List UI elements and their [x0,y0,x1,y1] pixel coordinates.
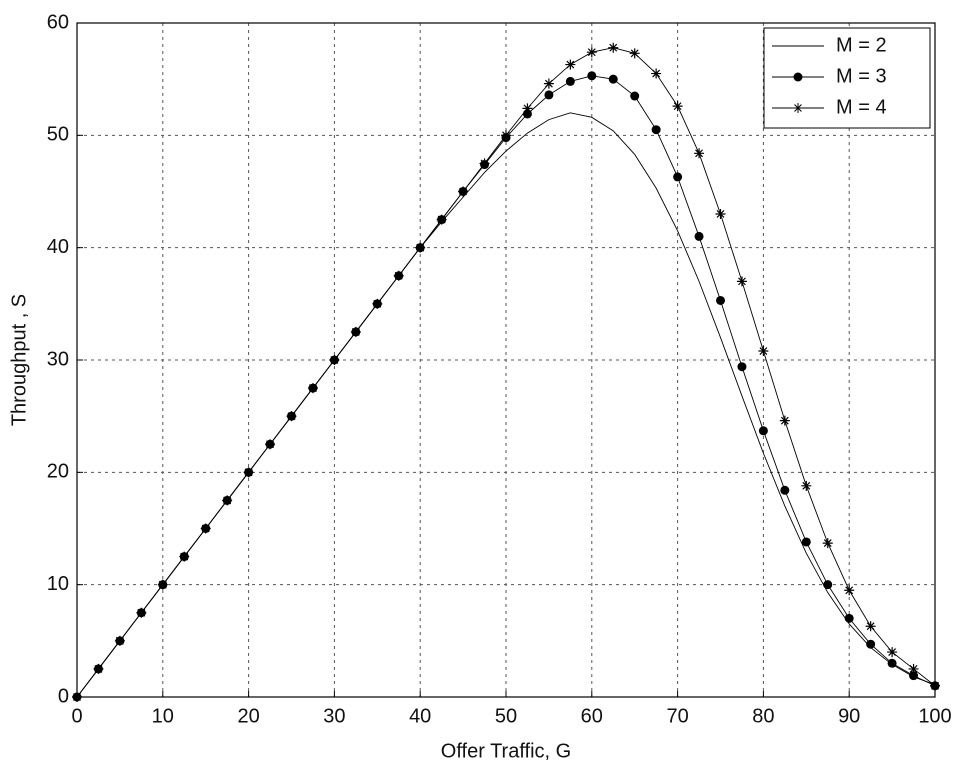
point [887,658,897,668]
x-tick-label: 90 [838,705,860,727]
point [265,439,276,450]
point [780,485,790,495]
point [522,103,533,114]
point [822,538,833,549]
point [479,158,490,169]
y-tick-label: 60 [47,11,69,33]
point [544,90,554,100]
point [758,346,769,357]
point [586,47,597,58]
point [157,579,168,590]
x-tick-label: 80 [752,705,774,727]
point [715,208,726,219]
y-axis-label: Throughput , S [8,294,30,426]
point [737,362,747,372]
x-tick-label: 10 [152,705,174,727]
point [801,480,812,491]
point [307,383,318,394]
x-tick-label: 20 [237,705,259,727]
point [823,580,833,590]
point [758,426,768,436]
y-tick-label: 40 [47,236,69,258]
point [673,172,683,182]
x-tick-label: 40 [409,705,431,727]
y-tick-label: 0 [58,685,69,707]
y-tick-label: 20 [47,461,69,483]
point [844,585,855,596]
legend-box [763,27,931,129]
point [629,48,640,59]
point [909,671,919,681]
series-line [76,75,936,698]
legend-label: M = 4 [836,96,887,118]
point [866,639,876,649]
x-tick-label: 0 [71,705,82,727]
point [543,78,554,89]
point [630,91,640,101]
point [865,621,876,632]
point [136,607,147,618]
point [608,74,618,84]
point [608,42,619,53]
point [565,59,576,70]
point [501,130,511,141]
y-tick-label: 10 [47,573,69,595]
legend-label: M = 2 [836,34,887,56]
point [887,647,898,658]
plot-frame [76,22,936,698]
x-tick-label: 100 [918,705,951,727]
point [72,692,82,702]
point [458,186,469,197]
point [844,613,854,623]
x-tick-label: 60 [581,705,603,727]
point [286,411,297,422]
point [415,242,426,253]
point [243,467,254,478]
point [716,295,725,305]
point [672,101,683,112]
point [587,71,597,81]
point [436,214,447,225]
point [222,495,233,506]
point [694,148,705,159]
point [651,125,661,135]
point [179,551,190,562]
y-tick-label: 30 [47,348,69,370]
point [393,270,404,281]
point [200,523,211,534]
point [565,76,575,86]
legend-marker [793,72,803,82]
point [694,231,704,241]
point [372,298,383,309]
point [114,635,125,646]
legend-label: M = 3 [836,65,887,87]
x-tick-label: 30 [323,705,345,727]
point [930,680,940,691]
point [651,68,662,79]
x-tick-label: 50 [495,705,517,727]
legend-marker [793,103,803,113]
point [93,663,104,674]
point [736,276,747,287]
point [779,415,790,426]
y-tick-label: 50 [47,124,69,146]
point [801,537,811,547]
point [329,355,340,365]
point [908,663,919,674]
x-tick-label: 70 [666,705,688,727]
point [350,326,361,337]
x-axis-label: Offer Traffic, G [441,740,571,762]
